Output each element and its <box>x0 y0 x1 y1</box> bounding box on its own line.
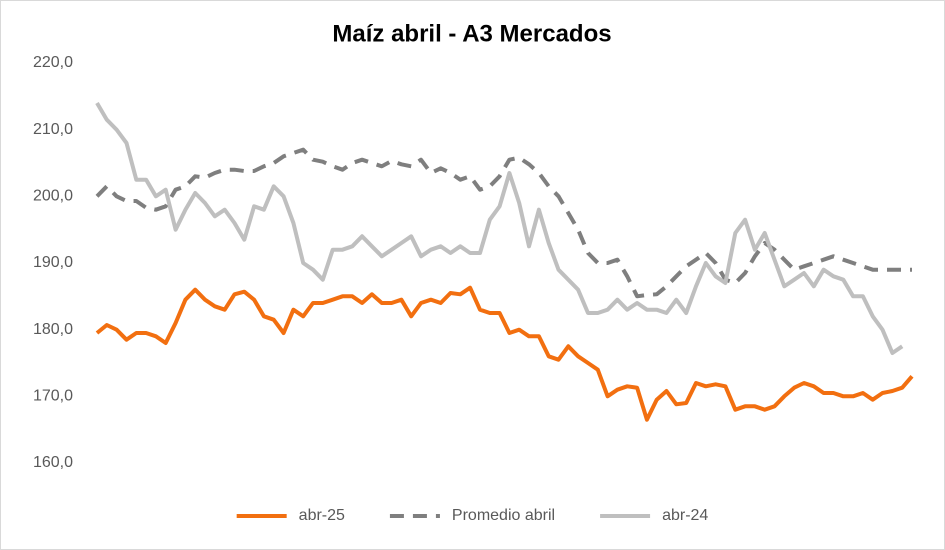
y-tick-label: 160,0 <box>33 454 73 471</box>
y-tick-label: 170,0 <box>33 388 73 405</box>
legend-label: abr-24 <box>662 507 708 524</box>
y-tick-label: 200,0 <box>33 188 73 205</box>
legend-label: abr-25 <box>299 507 345 524</box>
legend-label: Promedio abril <box>452 507 555 524</box>
series-line <box>95 285 914 422</box>
y-tick-label: 220,0 <box>33 54 73 71</box>
series-line <box>95 101 904 355</box>
chart-title: Maíz abril - A3 Mercados <box>332 20 611 47</box>
y-tick-label: 210,0 <box>33 121 73 138</box>
series-line <box>95 147 912 299</box>
y-tick-label: 190,0 <box>33 254 73 271</box>
y-tick-label: 180,0 <box>33 321 73 338</box>
